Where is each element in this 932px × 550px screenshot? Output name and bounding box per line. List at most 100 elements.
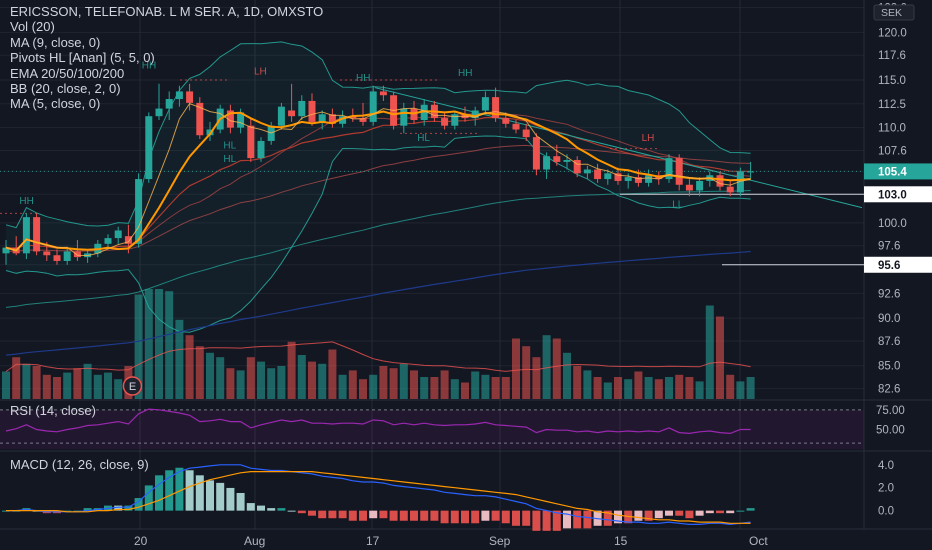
macd-histogram-bar <box>246 503 255 511</box>
candle-body <box>441 118 449 126</box>
candle-body <box>2 247 10 254</box>
indicator-ema[interactable]: EMA 20/50/100/200 <box>10 65 125 81</box>
pivot-label: LH <box>254 66 267 77</box>
macd-histogram-bar <box>573 510 582 529</box>
macd-histogram-bar <box>532 510 541 531</box>
currency-label: SEK <box>881 7 902 19</box>
rsi-tick-label: 50.00 <box>876 424 905 436</box>
rsi-label[interactable]: RSI (14, close) <box>10 403 96 418</box>
volume-bar <box>644 377 653 399</box>
macd-histogram-bar <box>716 510 724 514</box>
pivot-label: HH <box>19 196 33 207</box>
indicator-ma9[interactable]: MA (9, close, 0) <box>10 34 101 50</box>
volume-bar <box>42 374 51 399</box>
volume-bar <box>277 366 286 399</box>
macd-histogram-bar <box>522 510 531 526</box>
volume-bar <box>552 338 561 399</box>
x-tick-label: 20 <box>134 534 148 548</box>
macd-histogram-bar <box>583 510 592 529</box>
current-price-label: 105.4 <box>878 166 907 178</box>
macd-histogram-bar <box>746 508 755 511</box>
volume-bar <box>32 366 41 399</box>
line-price-tag <box>864 186 932 203</box>
candle-body <box>502 118 510 124</box>
trend-line <box>374 87 863 209</box>
volume-bar <box>359 379 367 399</box>
volume-bar <box>440 370 449 399</box>
volume-bar <box>420 377 429 399</box>
volume-bar <box>114 379 123 399</box>
price-tick-label: 107.6 <box>878 145 907 157</box>
candle-body <box>155 108 163 117</box>
price-tick-label: 100.0 <box>878 218 907 230</box>
x-tick-label: Aug <box>244 534 265 548</box>
volume-bar <box>328 349 337 399</box>
indicator-pivots[interactable]: Pivots HL [Anan] (5, 5, 0) <box>10 50 155 66</box>
candle-body <box>471 110 479 119</box>
price-tick-label: 82.6 <box>878 384 900 396</box>
candle-body <box>583 169 591 174</box>
macd-histogram-bar <box>348 510 357 521</box>
candle-body <box>716 175 724 187</box>
volume-bar <box>450 379 459 399</box>
pivot-label: HL <box>223 141 236 152</box>
volume-bar <box>73 368 82 399</box>
pivot-label: HH <box>142 61 156 72</box>
volume-bar <box>144 289 153 399</box>
rsi-tick-label: 75.00 <box>876 405 905 417</box>
candle-body <box>522 129 530 138</box>
macd-histogram-bar <box>450 510 459 524</box>
candle-body <box>604 173 612 180</box>
volume-bar <box>165 291 174 399</box>
macd-label[interactable]: MACD (12, 26, close, 9) <box>10 457 149 472</box>
candle-body <box>257 140 265 159</box>
price-tick-label: 117.6 <box>878 50 906 62</box>
candle-body <box>114 230 122 239</box>
volume-bar <box>206 352 214 399</box>
candle-body <box>696 180 704 191</box>
candle-body <box>614 173 622 181</box>
volume-bar <box>246 357 255 399</box>
candle-body <box>573 160 581 174</box>
candle-body <box>685 184 693 191</box>
candle-body <box>726 186 734 193</box>
price-tick-label: 97.6 <box>878 241 900 253</box>
line-price-label: 95.6 <box>878 260 900 272</box>
volume-bar <box>624 379 633 399</box>
macd-histogram-bar <box>226 487 235 511</box>
candle-body <box>532 137 540 170</box>
candle-body <box>481 97 489 111</box>
indicator-vol[interactable]: Vol (20) <box>10 19 55 35</box>
indicator-bb[interactable]: BB (20, close, 2, 0) <box>10 81 121 96</box>
macd-histogram-bar <box>338 510 347 519</box>
macd-histogram-bar <box>634 510 643 521</box>
volume-bar <box>195 346 204 399</box>
volume-bar <box>22 363 31 399</box>
macd-histogram-bar <box>236 492 245 511</box>
volume-bar <box>155 289 163 399</box>
volume-bar <box>471 371 480 399</box>
macd-histogram-bar <box>369 510 378 519</box>
candle-body <box>359 118 367 122</box>
volume-bar <box>532 357 541 399</box>
macd-histogram-bar <box>155 475 163 511</box>
macd-histogram-bar <box>461 510 469 524</box>
candle-body <box>665 158 673 180</box>
volume-bar <box>563 352 571 399</box>
macd-histogram-bar <box>134 498 143 511</box>
macd-histogram-bar <box>491 510 500 521</box>
volume-bar <box>583 370 592 399</box>
candle-body <box>247 125 255 159</box>
pivot-label: LH <box>642 133 655 144</box>
indicator-ma5[interactable]: MA (5, close, 0) <box>10 96 101 112</box>
macd-histogram-bar <box>399 510 408 521</box>
ema-200-line <box>5 250 751 356</box>
current-price-tag <box>864 163 932 180</box>
candle-body <box>124 236 132 244</box>
volume-bar <box>83 363 92 399</box>
candle-body <box>135 179 143 244</box>
volume-bar <box>104 372 112 399</box>
candle-body <box>451 114 459 126</box>
volume-bar <box>287 341 296 399</box>
